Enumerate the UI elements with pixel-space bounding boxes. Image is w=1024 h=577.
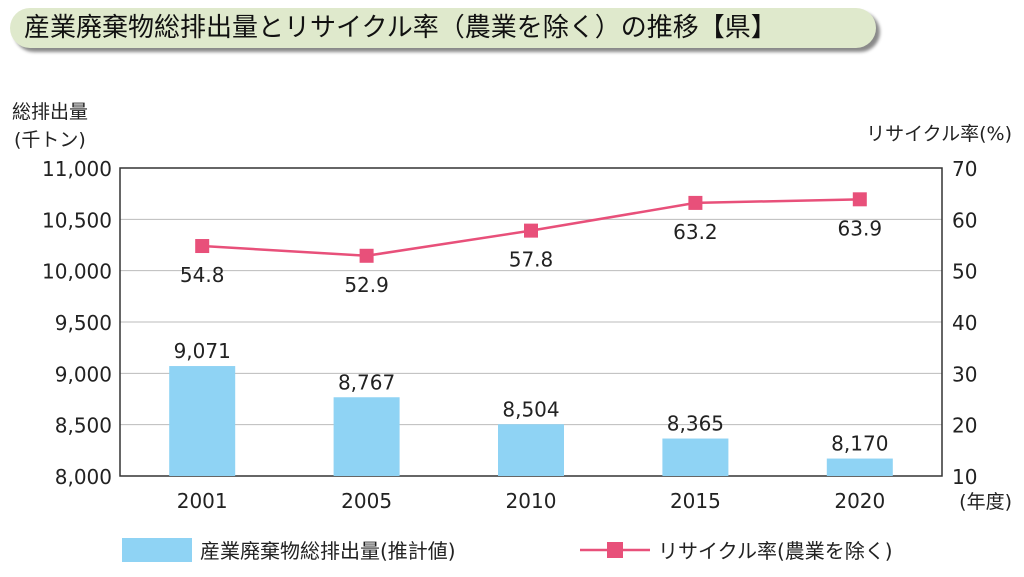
x-tick-label: 2005 — [341, 489, 392, 513]
bar — [169, 366, 236, 476]
left-tick-label: 8,500 — [55, 414, 112, 438]
bar — [498, 424, 564, 476]
bar — [826, 458, 893, 476]
line-value-label: 52.9 — [344, 273, 389, 297]
left-tick-label: 9,000 — [55, 362, 112, 386]
line-marker — [359, 248, 374, 263]
left-axis-unit: (千トン) — [14, 129, 86, 151]
bar — [333, 397, 400, 476]
line-marker — [524, 223, 538, 238]
chart-title: 産業廃棄物総排出量とリサイクル率（農業を除く）の推移【県】 — [10, 8, 876, 48]
bar-value-label: 8,504 — [502, 397, 559, 421]
line-value-label: 54.8 — [180, 263, 225, 287]
left-tick-label: 10,000 — [42, 260, 112, 284]
line-value-label: 63.2 — [673, 220, 718, 244]
left-axis-title: 総排出量 — [12, 101, 88, 123]
left-tick-label: 11,000 — [42, 157, 112, 181]
line-marker — [852, 192, 867, 207]
right-tick-label: 30 — [952, 362, 977, 386]
x-tick-label: 2020 — [834, 489, 885, 513]
legend-line-label: リサイクル率(農業を除く) — [658, 539, 893, 563]
legend-bar-swatch — [122, 538, 192, 562]
x-tick-label: 2015 — [670, 489, 721, 513]
left-tick-label: 8,000 — [55, 465, 112, 489]
right-tick-label: 70 — [952, 157, 977, 181]
line-value-label: 63.9 — [838, 216, 883, 240]
bar-value-label: 8,767 — [338, 370, 395, 394]
right-tick-label: 60 — [952, 208, 977, 232]
bar-value-label: 9,071 — [174, 339, 231, 363]
legend-bar-label: 産業廃棄物総排出量(推計値) — [200, 539, 456, 563]
right-tick-label: 50 — [952, 260, 977, 284]
right-tick-label: 40 — [952, 311, 977, 335]
x-axis-title: (年度) — [959, 491, 1012, 513]
x-tick-label: 2001 — [177, 489, 228, 513]
bar-value-label: 8,365 — [667, 412, 724, 436]
line-value-label: 57.8 — [509, 248, 554, 272]
x-tick-label: 2010 — [506, 489, 557, 513]
right-axis-title: リサイクル率(%) — [866, 123, 1012, 145]
right-tick-label: 20 — [952, 414, 977, 438]
legend-line-marker — [607, 542, 623, 558]
left-tick-label: 10,500 — [42, 208, 112, 232]
right-tick-label: 10 — [952, 465, 977, 489]
bar — [662, 438, 729, 476]
left-tick-label: 9,500 — [55, 311, 112, 335]
line-marker — [195, 239, 210, 254]
bar-value-label: 8,170 — [831, 432, 888, 456]
line-marker — [688, 195, 703, 210]
